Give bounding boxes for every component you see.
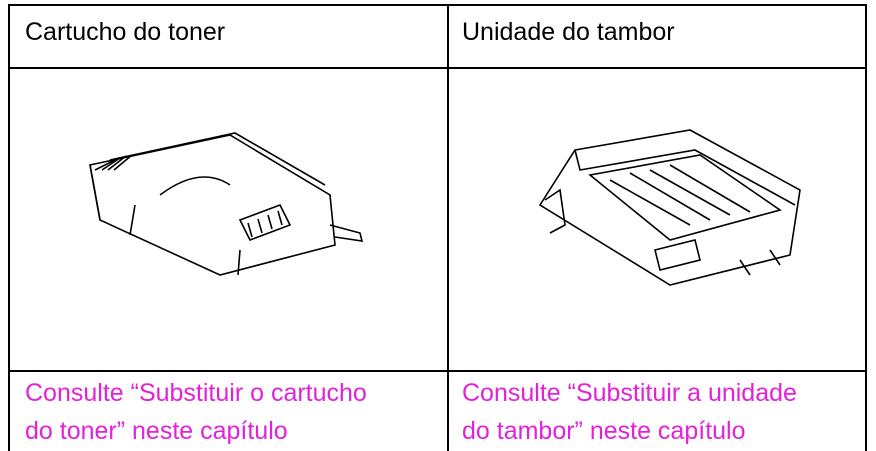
link-text[interactable]: do toner” neste capítulo — [25, 417, 288, 445]
border — [8, 67, 867, 69]
header: Cartucho do toner — [25, 18, 226, 46]
border — [8, 4, 867, 6]
toner-illustration — [89, 132, 364, 276]
header: Unidade do tambor — [462, 18, 675, 46]
border — [8, 4, 10, 451]
link-text[interactable]: Consulte “Substituir a unidade — [462, 379, 797, 407]
border — [447, 4, 449, 451]
drum-illustration — [538, 129, 801, 286]
link-text[interactable]: Consulte “Substituir o cartucho — [25, 379, 367, 407]
link-text[interactable]: do tambor” neste capítulo — [462, 417, 746, 445]
border — [865, 4, 867, 451]
border — [8, 370, 867, 372]
